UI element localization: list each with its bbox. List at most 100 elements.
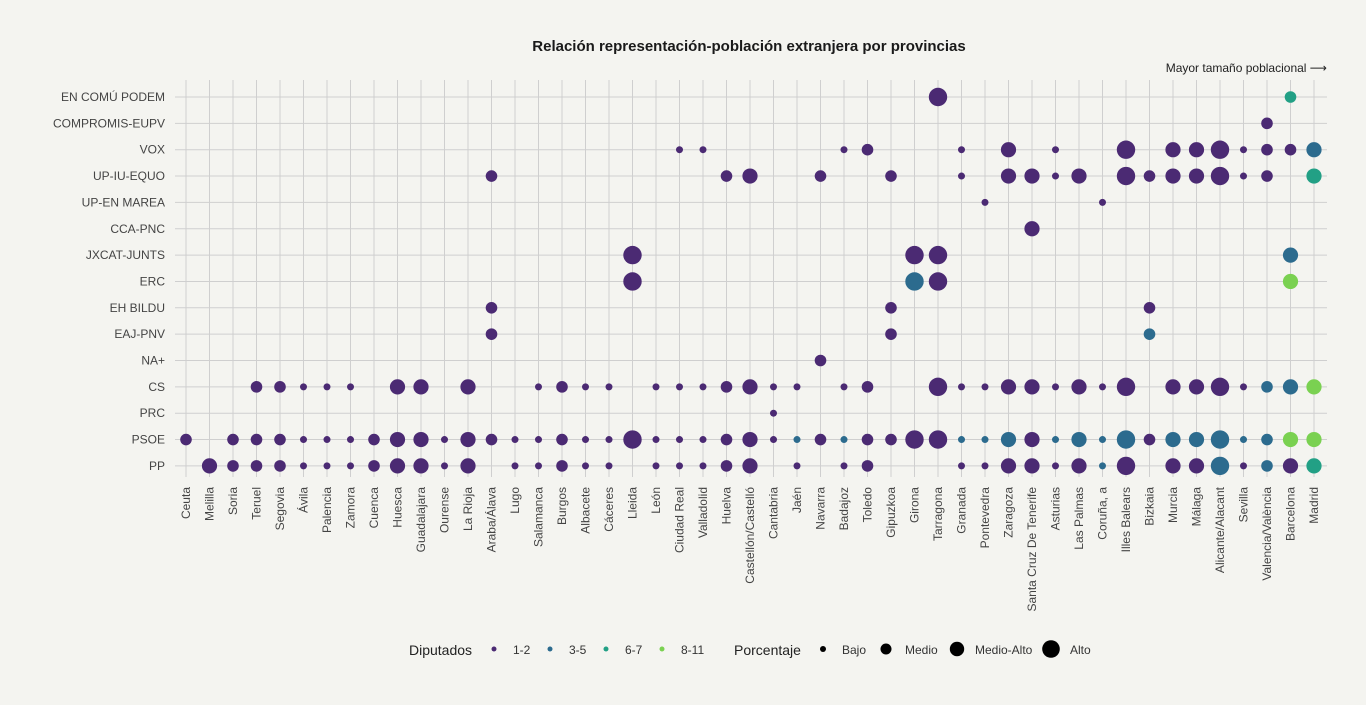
point-pp-malaga — [1188, 458, 1205, 474]
population-size-note: Mayor tamaño poblacional ⟶ — [1166, 61, 1327, 75]
point-pp-pontevedra — [981, 462, 989, 470]
y-tick-cs: CS — [148, 380, 165, 394]
x-tick-sevilla: Sevilla — [1237, 487, 1251, 523]
x-tick-pontevedra: Pontevedra — [978, 487, 992, 549]
point-cs-granada — [958, 383, 965, 391]
point-psoe-girona — [905, 430, 924, 449]
point-cs-murcia — [1165, 379, 1181, 395]
point-erc-lleida — [623, 272, 642, 291]
point-psoe-caceres — [605, 436, 613, 444]
point-psoe-la-rioja — [460, 431, 476, 448]
point-na-navarra — [814, 354, 827, 367]
point-psoe-las-palmas — [1071, 431, 1087, 448]
legend-size-swatch-bajo — [820, 646, 826, 652]
point-psoe-santa-cruz-de-tenerife — [1024, 431, 1040, 448]
data-points — [180, 87, 1322, 476]
x-tick-illes-balears: Illes Balears — [1119, 487, 1133, 552]
x-tick-huesca: Huesca — [391, 487, 405, 528]
point-jxcat-junts-lleida — [623, 245, 642, 265]
point-up-iu-equo-madrid — [1306, 168, 1322, 184]
point-pp-alicante-alacant — [1210, 456, 1230, 476]
point-cs-huelva — [720, 381, 733, 393]
x-tick-la-rioja: La Rioja — [461, 487, 475, 531]
y-tick-eaj-pnv: EAJ-PNV — [114, 327, 165, 341]
point-pp-madrid — [1306, 458, 1322, 474]
point-psoe-gipuzkoa — [885, 433, 897, 446]
legend-size-title: Porcentaje — [734, 642, 801, 658]
point-psoe-huesca — [389, 431, 406, 448]
point-up-iu-equo-navarra — [814, 170, 827, 182]
point-psoe-alicante-alacant — [1210, 430, 1230, 449]
point-psoe-barcelona — [1282, 431, 1299, 448]
legend-size-swatch-alto — [1042, 640, 1060, 658]
point-up-iu-equo-murcia — [1165, 168, 1181, 184]
x-tick-leon: León — [649, 487, 663, 514]
x-tick-jaen: Jaén — [790, 487, 804, 513]
x-tick-soria: Soria — [226, 487, 240, 515]
point-up-iu-equo-las-palmas — [1071, 168, 1087, 184]
point-cs-asturias — [1052, 383, 1059, 391]
legend-size-label-alto: Alto — [1070, 643, 1091, 657]
x-tick-lleida: Lleida — [626, 487, 640, 519]
x-tick-murcia: Murcia — [1166, 487, 1180, 523]
point-psoe-huelva — [720, 433, 733, 446]
point-psoe-lleida — [623, 430, 642, 449]
point-psoe-guadalajara — [413, 431, 429, 448]
point-pp-ciudad-real — [676, 462, 683, 470]
point-up-iu-equo-malaga — [1188, 168, 1205, 184]
point-cs-valladolid — [699, 383, 707, 391]
x-tick-tarragona: Tarragona — [931, 487, 945, 541]
x-tick-salamanca: Salamanca — [532, 487, 546, 547]
point-psoe-ceuta — [180, 433, 192, 446]
point-cs-guadalajara — [413, 379, 429, 395]
point-cca-pnc-santa-cruz-de-tenerife — [1024, 221, 1040, 237]
point-pp-huesca — [389, 458, 406, 474]
point-pp-leon — [652, 462, 660, 470]
x-tick-asturias: Asturias — [1049, 487, 1063, 530]
x-tick-zamora: Zamora — [344, 487, 358, 529]
y-axis-labels: EN COMÚ PODEM COMPROMIS-EUPV VOX UP-IU-EQUO… — [53, 89, 165, 473]
point-vox-valencia-valencia — [1261, 143, 1273, 156]
point-cs-zamora — [347, 383, 354, 391]
point-up-iu-equo-asturias — [1052, 172, 1059, 180]
point-pp-castellon-castello — [742, 458, 758, 474]
point-up-iu-equo-zaragoza — [1000, 168, 1017, 184]
point-cs-cantabria — [770, 383, 777, 391]
x-tick-malaga: Málaga — [1190, 487, 1204, 527]
point-compromis-eupv-valencia-valencia — [1261, 117, 1273, 130]
point-pp-la-rioja — [460, 458, 476, 474]
point-vox-malaga — [1188, 142, 1205, 158]
point-pp-jaen — [793, 462, 801, 470]
point-psoe-soria — [227, 433, 239, 446]
point-jxcat-junts-barcelona — [1282, 247, 1299, 263]
point-eaj-pnv-bizkaia — [1143, 328, 1156, 340]
legend-color-label-6-7: 6-7 — [625, 643, 643, 657]
x-tick-gipuzkoa: Gipuzkoa — [884, 487, 898, 538]
x-tick-albacete: Albacete — [579, 487, 593, 534]
x-tick-zaragoza: Zaragoza — [1002, 487, 1016, 538]
point-up-en-marea-pontevedra — [981, 198, 989, 206]
y-tick-up-en-marea: UP-EN MAREA — [82, 195, 165, 209]
point-pp-avila — [300, 462, 307, 470]
point-jxcat-junts-girona — [905, 245, 924, 265]
legend-color-label-3-5: 3-5 — [569, 643, 587, 657]
point-up-en-marea-coruna-a — [1099, 198, 1106, 206]
y-tick-prc: PRC — [140, 406, 166, 420]
x-tick-cantabria: Cantabria — [767, 487, 781, 539]
point-psoe-jaen — [793, 436, 801, 444]
point-cs-tarragona — [928, 377, 948, 397]
point-up-iu-equo-sevilla — [1240, 172, 1247, 180]
point-cs-caceres — [605, 383, 613, 391]
x-tick-teruel: Teruel — [250, 487, 264, 520]
point-psoe-pontevedra — [981, 436, 989, 444]
point-cs-barcelona — [1282, 379, 1299, 395]
x-tick-burgos: Burgos — [555, 487, 569, 525]
point-cs-toledo — [861, 381, 874, 393]
x-tick-avila: Ávila — [296, 487, 311, 513]
x-tick-huelva: Huelva — [720, 487, 734, 525]
point-psoe-palencia — [323, 436, 331, 444]
point-en-comu-podem-barcelona — [1284, 91, 1297, 103]
point-psoe-avila — [300, 436, 307, 444]
x-tick-valladolid: Valladolid — [696, 487, 710, 538]
